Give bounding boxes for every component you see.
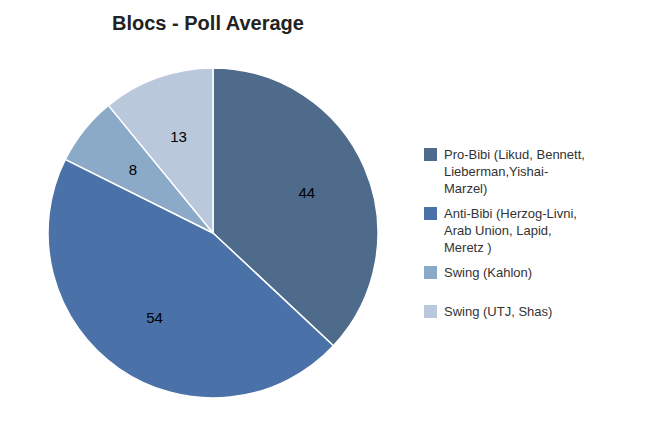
- html-text:Swing (UTJ, Shas): Swing (UTJ, Shas): [444, 304, 553, 319]
- html-text:Pro-Bibi (Likud, Bennett,: Pro-Bibi (Likud, Bennett,: [444, 147, 585, 162]
- svg-text:44: 44: [299, 184, 316, 201]
- html-text:Arab Union, Lapid,: Arab Union, Lapid,: [444, 223, 552, 238]
- svg-text:54: 54: [146, 309, 163, 326]
- svg-text:13: 13: [170, 128, 187, 145]
- svg-text:8: 8: [129, 161, 137, 178]
- html-text:Swing (Kahlon): Swing (Kahlon): [444, 265, 533, 280]
- html-text:Anti-Bibi (Herzog-Livni,: Anti-Bibi (Herzog-Livni,: [444, 206, 577, 221]
- html-text:Meretz ): Meretz ): [444, 240, 492, 255]
- html-text:Lieberman,Yishai-: Lieberman,Yishai-: [444, 164, 549, 179]
- html-text:Blocs - Poll Average: Blocs - Poll Average: [112, 12, 304, 34]
- html-text:Marzel): Marzel): [444, 181, 488, 196]
